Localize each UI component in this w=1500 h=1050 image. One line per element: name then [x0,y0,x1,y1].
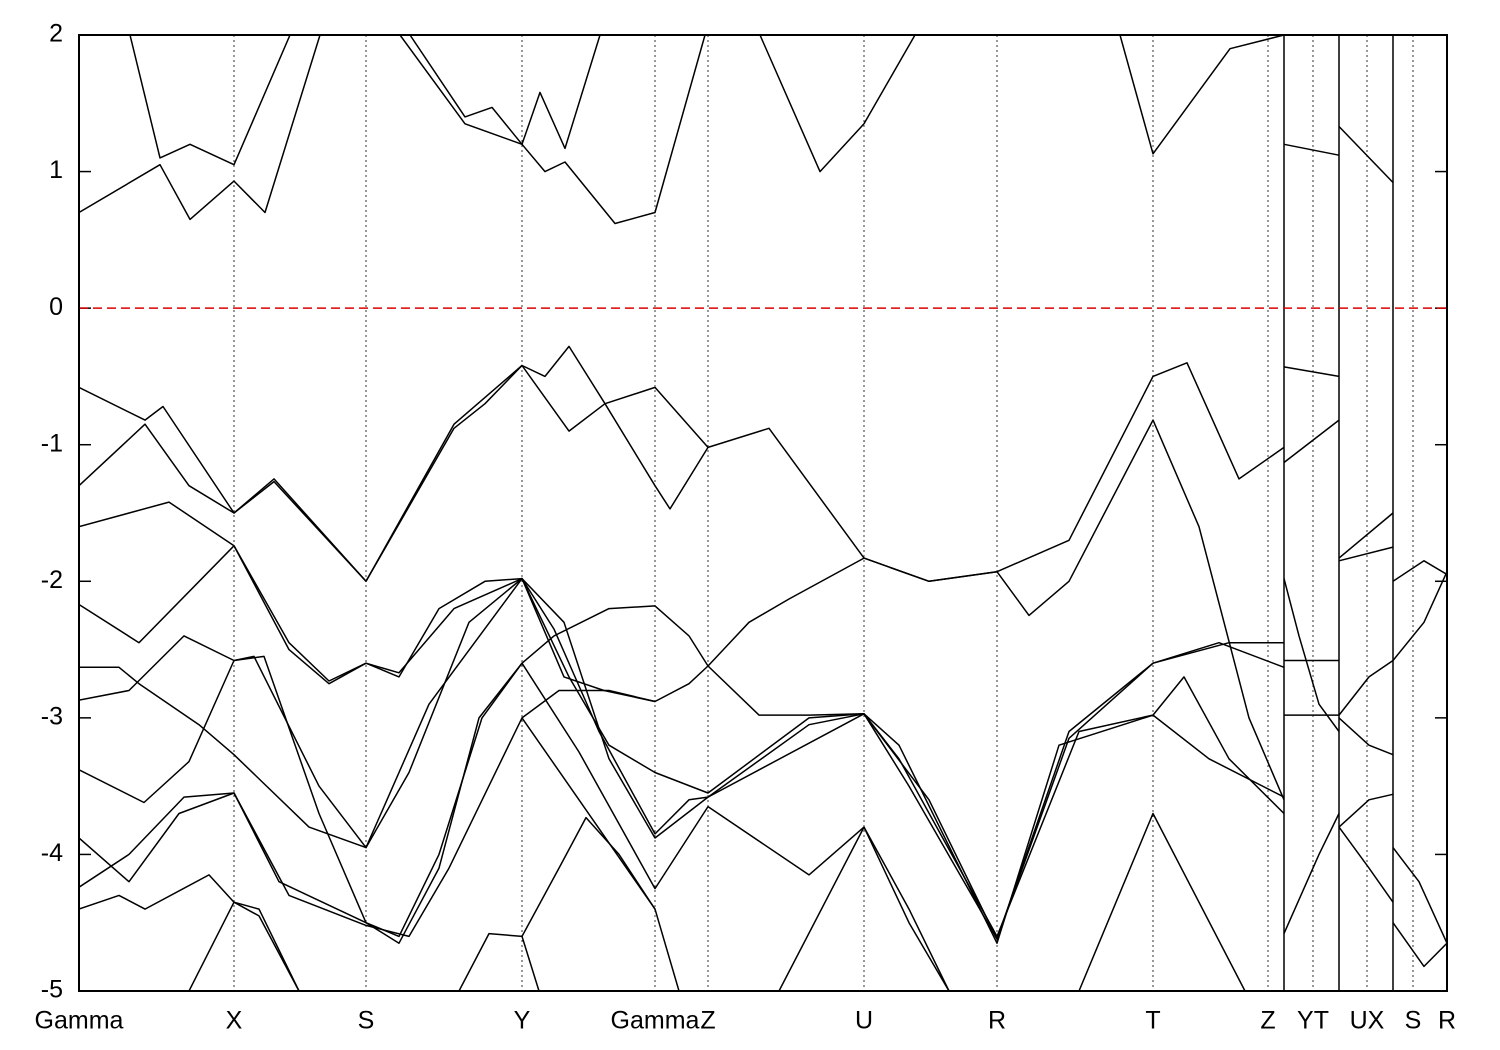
band [129,35,291,166]
band [1119,35,1285,155]
band [1338,826,1394,903]
band [79,545,1285,944]
x-tick-label: Gamma [611,1007,700,1035]
y-tick-label: -5 [41,976,63,1004]
y-tick-label: -4 [41,839,63,867]
band [521,816,656,937]
plot-frame [78,34,1448,992]
x-tick-label: U [855,1007,873,1035]
band [79,364,709,583]
x-tick-label: T [1145,1007,1160,1035]
band [1283,813,1340,934]
y-tick-label: 1 [49,156,63,184]
x-tick-label: YT [1297,1007,1329,1035]
band [1283,578,1340,732]
band [458,932,540,991]
band [1338,717,1394,756]
band [1338,793,1394,828]
band [79,577,1285,940]
band [1283,143,1340,156]
band [778,826,950,991]
band [1078,812,1246,991]
band [399,35,706,225]
band [409,35,601,150]
band [521,717,680,991]
y-tick-label: 0 [49,293,63,321]
band [1338,512,1394,559]
band [1392,922,1447,968]
y-tick-label: -3 [41,702,63,730]
band [79,577,1285,938]
band [1338,659,1394,716]
band [1392,560,1447,582]
band [1338,546,1394,562]
band [79,874,300,991]
x-tick-label: Y [514,1007,531,1035]
x-tick-label: Z [1260,1007,1275,1035]
x-tick-label: S [358,1007,375,1035]
band [759,35,916,173]
band [1392,571,1447,661]
band [79,501,1284,940]
x-tick-label: UX [1350,1007,1385,1035]
band [188,901,300,991]
band [1338,125,1394,184]
x-tick-label: X [226,1007,243,1035]
x-tick-label: R [1438,1007,1456,1035]
x-tick-label: R [988,1007,1006,1035]
band [79,419,1285,944]
y-tick-label: -1 [41,429,63,457]
x-tick-label: Gamma [35,1007,124,1035]
y-tick-label: -2 [41,566,63,594]
band [1392,847,1447,944]
band [79,689,656,938]
band [79,662,950,991]
x-tick-label: Z [700,1007,715,1035]
band [1283,419,1340,464]
y-tick-label: 2 [49,20,63,48]
band [1283,366,1340,378]
band [79,35,321,221]
bands [79,35,1447,991]
x-tick-label: S [1405,1007,1422,1035]
band [79,345,1285,583]
